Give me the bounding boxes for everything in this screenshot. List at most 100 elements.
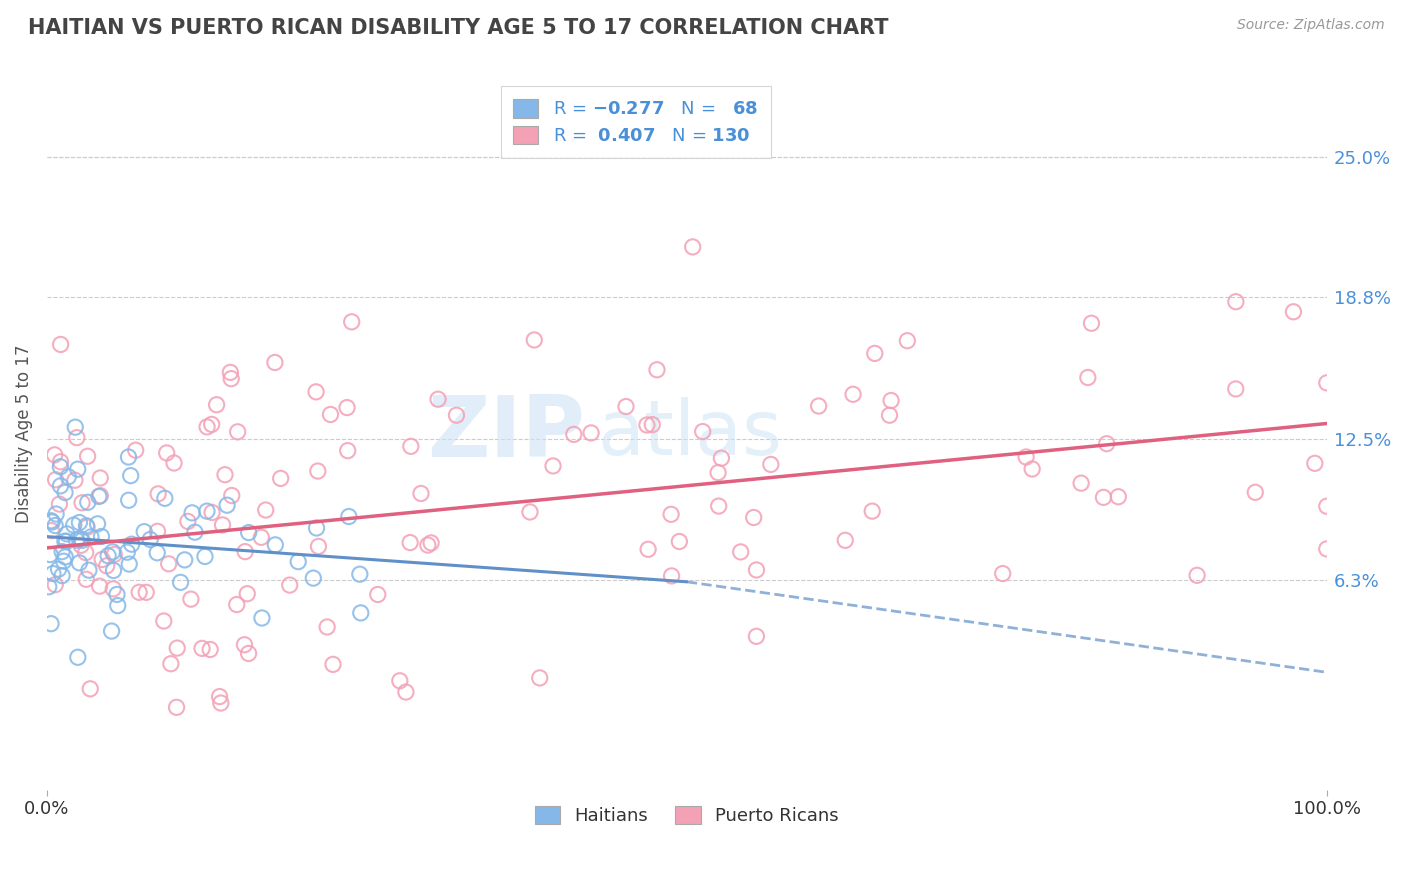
Point	[44, 448, 66, 462]
Point	[125, 443, 148, 458]
Point	[278, 578, 301, 592]
Point	[692, 425, 714, 439]
Point	[166, 641, 188, 656]
Point	[264, 538, 287, 552]
Point	[70, 538, 93, 552]
Point	[66, 650, 89, 665]
Point	[52, 554, 75, 568]
Point	[39, 616, 62, 631]
Point	[70, 533, 93, 548]
Point	[48, 497, 70, 511]
Point	[75, 572, 97, 586]
Point	[90, 529, 112, 543]
Point	[214, 467, 236, 482]
Point	[807, 399, 830, 413]
Point	[152, 614, 174, 628]
Point	[636, 417, 658, 432]
Point	[58, 469, 80, 483]
Point	[198, 642, 221, 657]
Point	[128, 585, 150, 599]
Point	[420, 536, 443, 550]
Point	[1316, 376, 1339, 390]
Point	[211, 517, 233, 532]
Point	[156, 446, 179, 460]
Point	[191, 641, 214, 656]
Point	[77, 563, 100, 577]
Point	[107, 599, 129, 613]
Point	[1095, 436, 1118, 450]
Point	[1070, 476, 1092, 491]
Point	[49, 455, 72, 469]
Point	[322, 657, 344, 672]
Point	[409, 486, 432, 500]
Point	[76, 450, 98, 464]
Point	[153, 491, 176, 506]
Point	[195, 420, 218, 434]
Point	[707, 499, 730, 513]
Point	[399, 535, 422, 549]
Point	[96, 558, 118, 573]
Point	[51, 544, 73, 558]
Point	[1185, 568, 1208, 582]
Point	[759, 458, 782, 472]
Point	[89, 579, 111, 593]
Point	[302, 571, 325, 585]
Point	[118, 557, 141, 571]
Point	[238, 647, 260, 661]
Point	[56, 526, 79, 541]
Point	[367, 587, 389, 601]
Point	[745, 629, 768, 643]
Point	[1021, 462, 1043, 476]
Legend: Haitians, Puerto Ricans: Haitians, Puerto Ricans	[526, 797, 848, 834]
Point	[101, 545, 124, 559]
Point	[45, 507, 67, 521]
Point	[209, 696, 232, 710]
Point	[254, 503, 277, 517]
Point	[319, 408, 342, 422]
Point	[163, 456, 186, 470]
Text: Source: ZipAtlas.com: Source: ZipAtlas.com	[1237, 18, 1385, 32]
Point	[65, 420, 87, 434]
Point	[1316, 500, 1339, 514]
Point	[48, 562, 70, 576]
Y-axis label: Disability Age 5 to 17: Disability Age 5 to 17	[15, 344, 32, 523]
Point	[305, 521, 328, 535]
Point	[287, 555, 309, 569]
Point	[76, 520, 98, 534]
Point	[44, 518, 66, 533]
Point	[541, 458, 564, 473]
Point	[134, 524, 156, 539]
Point	[250, 611, 273, 625]
Point	[1244, 485, 1267, 500]
Point	[166, 700, 188, 714]
Point	[745, 563, 768, 577]
Point	[307, 464, 329, 478]
Point	[1015, 450, 1038, 464]
Point	[118, 493, 141, 508]
Point	[1080, 316, 1102, 330]
Point	[645, 363, 668, 377]
Point	[340, 315, 363, 329]
Point	[427, 392, 450, 407]
Point	[67, 556, 90, 570]
Point	[221, 489, 243, 503]
Point	[236, 587, 259, 601]
Point	[76, 495, 98, 509]
Point	[264, 355, 287, 369]
Point	[991, 566, 1014, 581]
Point	[146, 487, 169, 501]
Point	[668, 534, 690, 549]
Point	[233, 544, 256, 558]
Point	[201, 506, 224, 520]
Point	[89, 471, 111, 485]
Point	[97, 549, 120, 563]
Point	[659, 508, 682, 522]
Point	[834, 533, 856, 548]
Point	[91, 552, 114, 566]
Point	[103, 564, 125, 578]
Point	[41, 515, 63, 529]
Point	[55, 534, 77, 549]
Point	[308, 540, 330, 554]
Point	[180, 592, 202, 607]
Point	[157, 557, 180, 571]
